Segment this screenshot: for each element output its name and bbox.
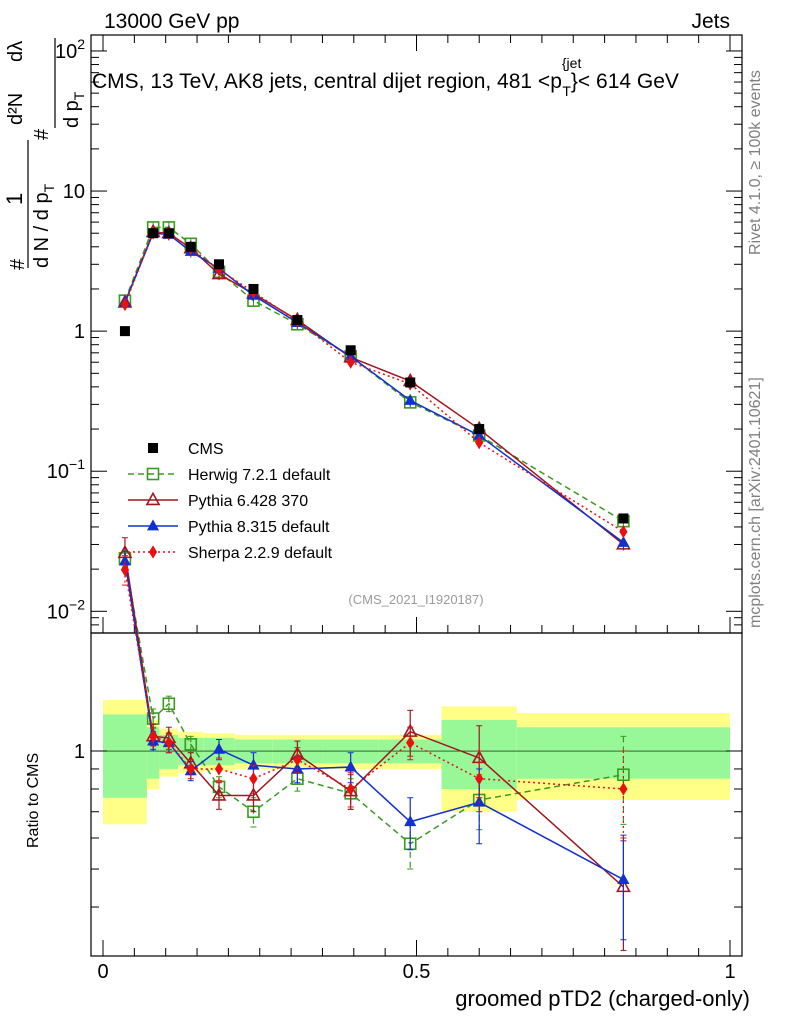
ratio-point-sherpa: [186, 762, 195, 776]
main-point-sherpa: [346, 355, 355, 369]
main-point-sherpa: [214, 262, 224, 277]
x-axis-label: groomed pTD2 (charged-only): [455, 986, 750, 1011]
ratio-point-sherpa: [164, 736, 173, 750]
ratio-uncertainty-bands: [103, 699, 730, 825]
legend: CMS Herwig 7.2.1 default Pythia 6.428 370 P…: [128, 441, 333, 562]
y-label-denom: d N / d pT: [31, 183, 57, 268]
y-label-hash2: #: [31, 128, 53, 140]
ratio-point-sherpa: [149, 729, 158, 743]
ratio-band-inner: [103, 714, 147, 798]
ratio-point-py6: [211, 787, 227, 801]
main-point-cms: [163, 228, 174, 239]
mcplots-label: mcplots.cern.ch [arXiv:2401.10621]: [747, 377, 764, 628]
legend-label-herwig: Herwig 7.2.1 default: [188, 467, 331, 484]
main-point-sherpa: [619, 525, 628, 539]
legend-marker-sherpa: [148, 545, 158, 559]
ratio-point-sherpa: [120, 563, 130, 577]
main-y-tick-label: 1: [74, 321, 85, 343]
ratio-point-herwig: [162, 697, 176, 711]
main-plot-frame: [90, 34, 743, 634]
legend-label-py6: Pythia 6.428 370: [188, 493, 308, 510]
main-point-cms: [148, 228, 159, 239]
analysis-reference-label: (CMS_2021_I1920187): [348, 592, 483, 607]
legend-marker-py8: [146, 519, 160, 531]
plot-title: CMS, 13 TeV, AK8 jets, central dijet reg…: [92, 55, 679, 99]
main-point-cms: [474, 424, 485, 435]
x-tick-label: 0: [97, 961, 108, 983]
plot-title-end: }< 614 GeV: [571, 70, 679, 93]
main-series-layer: [117, 221, 631, 551]
ratio-point-herwig: [184, 738, 198, 751]
legend-marker-py6: [145, 491, 161, 506]
ratio-point-py8: [344, 760, 357, 772]
ratio-series-layer: [117, 537, 631, 951]
plot-title-main: CMS, 13 TeV, AK8 jets, central dijet reg…: [92, 70, 562, 93]
main-y-tick-label: 102: [55, 36, 85, 63]
x-tick-label: 0.5: [403, 961, 431, 983]
ratio-point-py8: [404, 815, 417, 827]
main-point-cms: [345, 345, 356, 356]
main-y-axis-label: # 1 d N / d pT # d²N dλ d pT: [2, 38, 87, 270]
ratio-band-inner: [234, 739, 273, 764]
energy-label: 13000 GeV pp: [104, 10, 239, 33]
legend-label-cms: CMS: [188, 441, 224, 458]
ratio-point-sherpa: [293, 753, 302, 767]
ratio-point-sherpa: [214, 762, 224, 776]
legend-label-py8: Pythia 8.315 default: [188, 519, 330, 536]
ratio-point-sherpa: [249, 772, 258, 786]
main-point-cms: [119, 326, 130, 337]
main-point-sherpa: [120, 297, 130, 312]
main-point-py8: [344, 349, 357, 361]
ratio-point-sherpa: [346, 782, 355, 796]
main-point-cms: [185, 241, 196, 252]
main-point-cms: [248, 283, 259, 294]
ratio-point-py8: [617, 872, 630, 884]
rivet-version-label: Rivet 4.1.0, ≥ 100k events: [747, 70, 764, 255]
ratio-point-herwig: [617, 768, 630, 782]
ratio-point-sherpa: [475, 772, 484, 786]
ratio-point-py6: [246, 787, 261, 801]
jets-label: Jets: [691, 10, 730, 33]
legend-marker-herwig: [146, 467, 160, 481]
ratio-y-axis-label: Ratio to CMS: [25, 753, 42, 848]
main-y-tick-label: 10−2: [47, 596, 85, 623]
legend-label-sherpa: Sherpa 2.2.9 default: [188, 545, 333, 562]
ratio-line-sherpa: [124, 569, 624, 790]
main-point-py6: [211, 265, 227, 280]
main-point-cms: [213, 259, 224, 270]
ratio-band-inner: [322, 739, 379, 764]
legend-marker-cms: [148, 443, 158, 453]
plot-title-sup: {jet: [562, 55, 582, 71]
axes: [90, 34, 743, 957]
ratio-point-sherpa: [406, 736, 415, 750]
main-point-cms: [292, 315, 303, 326]
main-point-py8: [404, 393, 417, 405]
ratio-point-py8: [247, 758, 260, 770]
main-point-py8: [617, 535, 630, 547]
ratio-point-py8: [212, 742, 226, 754]
y-label-hash: #: [7, 258, 29, 270]
main-point-py8: [473, 428, 486, 440]
y-label-numer: d²N: [5, 93, 27, 125]
main-point-cms: [618, 513, 629, 524]
main-y-tick-label: 10: [63, 181, 85, 203]
ratio-point-sherpa: [619, 782, 628, 796]
main-point-sherpa: [475, 436, 484, 450]
ratio-point-py8: [118, 554, 131, 566]
plot-title-sub: T: [562, 83, 571, 99]
ratio-y-tick-label: 1: [74, 741, 85, 763]
x-tick-label: 1: [724, 961, 735, 983]
main-y-tick-label: 10−1: [47, 456, 85, 483]
main-point-cms: [405, 377, 416, 388]
y-label-one: 1: [2, 193, 27, 205]
y-label-dp: d pT: [61, 91, 87, 128]
y-label-dl: dλ: [5, 41, 27, 62]
